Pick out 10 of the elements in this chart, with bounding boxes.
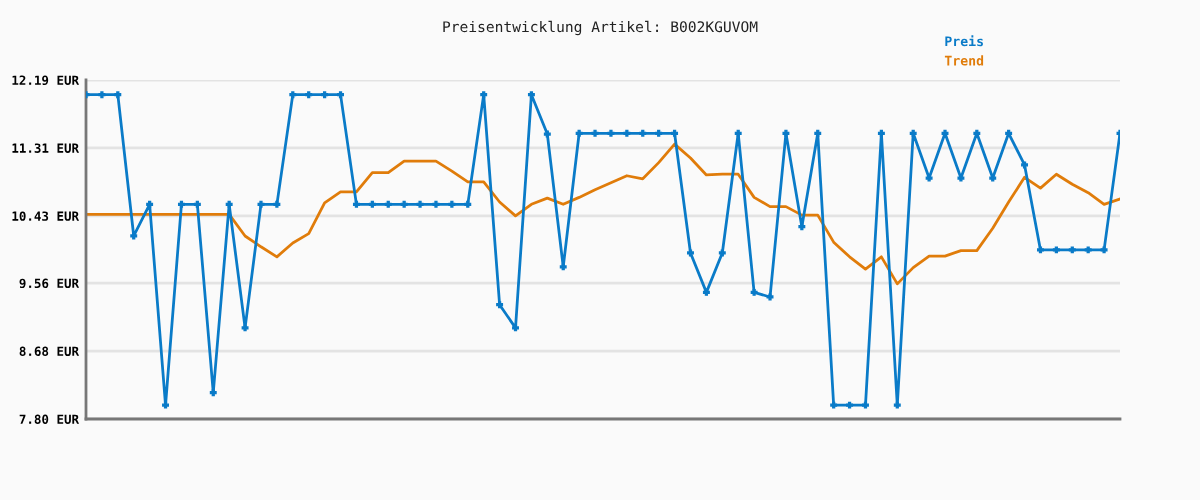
- y-tick-label: 9.56 EUR: [19, 278, 80, 289]
- chart-title: Preisentwicklung Artikel: B002KGUVOM: [443, 20, 758, 36]
- y-tick-label: 8.68 EUR: [19, 346, 80, 356]
- line-series: [86, 142, 1120, 286]
- y-tick-label: 11.31 EUR: [12, 143, 80, 153]
- y-tick-label: 12.19 EUR: [12, 75, 80, 85]
- text: Trend: [944, 55, 984, 66]
- y-tick-label: 10.43 EUR: [12, 211, 80, 221]
- y-tick-label: 7.80 EUR: [19, 414, 80, 424]
- text: Preis: [945, 35, 983, 47]
